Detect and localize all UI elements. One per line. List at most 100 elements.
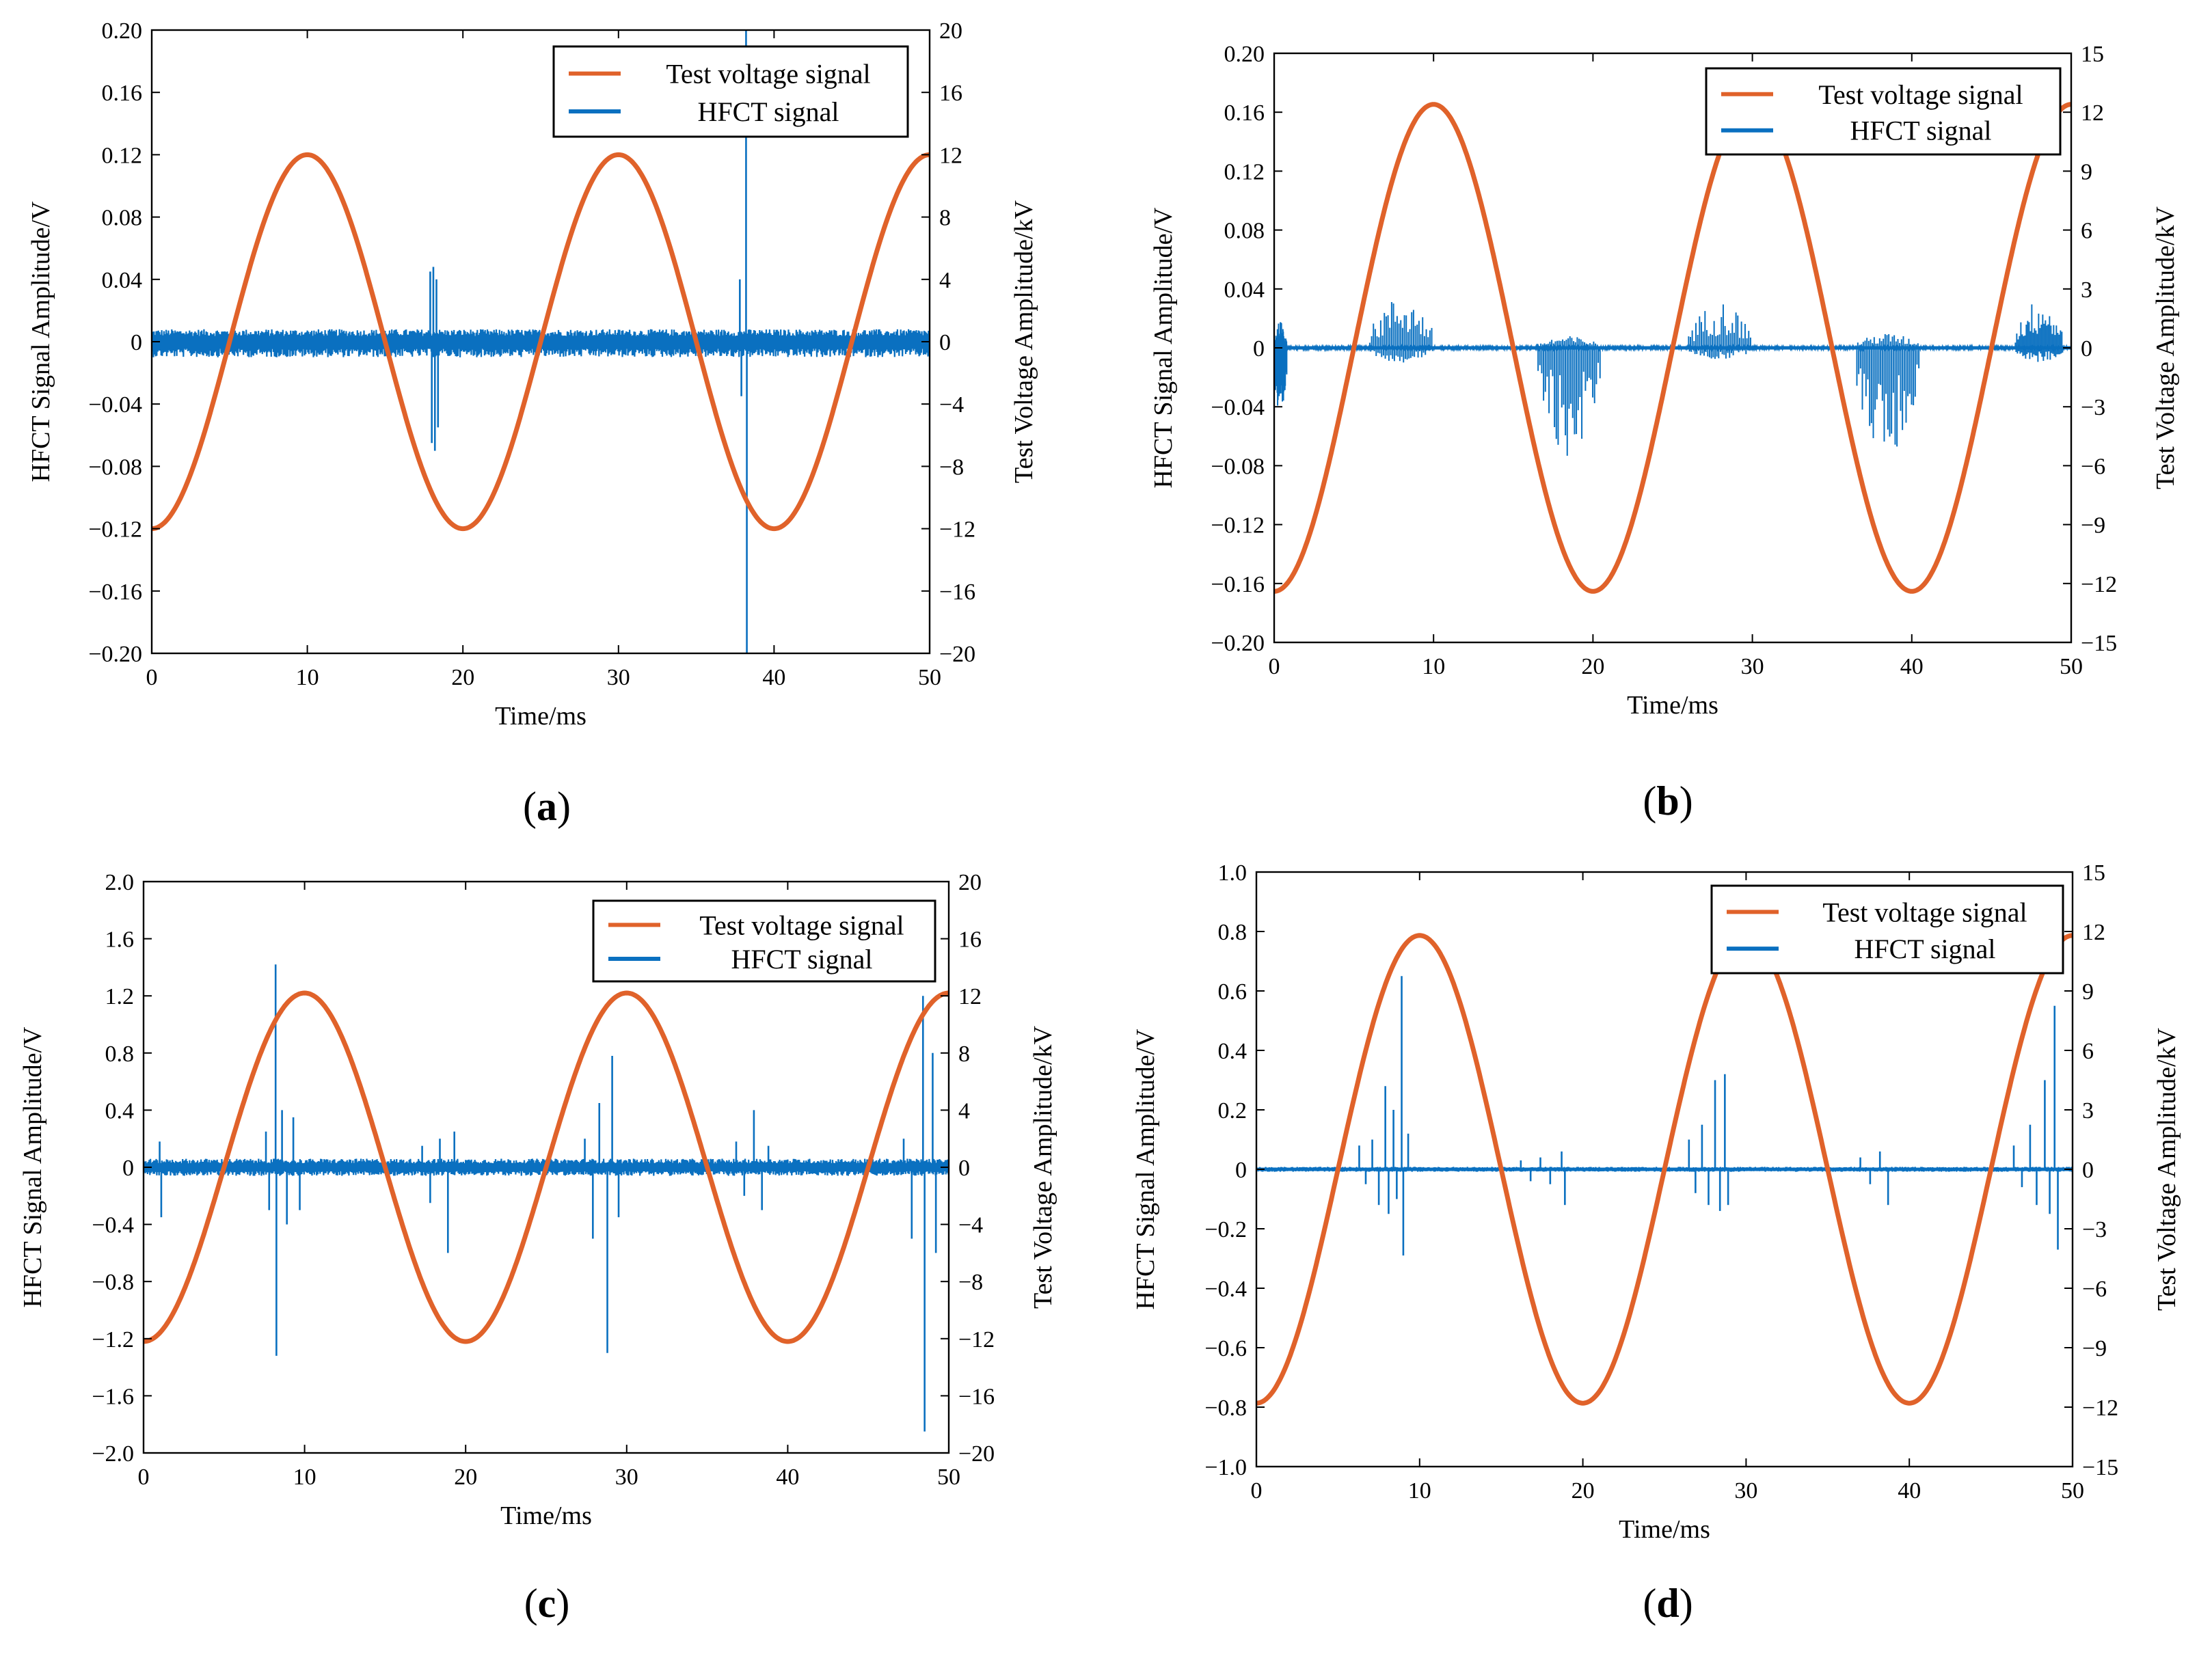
hfct-cluster-b-3 [1688, 304, 1753, 359]
y-right-tick-label-d-2: −9 [2082, 1336, 2107, 1361]
y-left-tick-label-d-6: 0.2 [1218, 1098, 1247, 1124]
legend-a: Test voltage signal HFCT signal [552, 45, 909, 138]
y-left-tick-label-a-0: −0.20 [88, 642, 142, 667]
x-tick-label-b-5: 50 [2060, 654, 2083, 679]
hfct-series-c [144, 964, 949, 1432]
y-right-tick-label-b-6: 3 [2081, 277, 2092, 303]
y-right-tick-label-d-6: 3 [2082, 1098, 2094, 1124]
x-tick-label-c-0: 0 [138, 1465, 150, 1490]
y-right-tick-label-c-2: −12 [958, 1327, 995, 1352]
voltage-series-b [1274, 102, 2071, 594]
x-tick-label-a-0: 0 [146, 665, 158, 690]
y-left-tick-label-d-5: 0 [1235, 1158, 1247, 1183]
y-left-tick-label-a-4: −0.04 [88, 392, 142, 418]
y-left-tick-label-b-5: 0 [1253, 336, 1265, 362]
y-right-tick-label-d-8: 9 [2082, 979, 2094, 1005]
y-left-tick-label-c-7: 0.8 [105, 1042, 135, 1067]
x-tick-label-c-2: 20 [454, 1465, 477, 1490]
voltage-series-c [144, 990, 949, 1344]
y-right-tick-label-b-1: −12 [2081, 572, 2117, 597]
x-tick-label-b-0: 0 [1269, 654, 1280, 679]
y-right-tick-label-d-7: 6 [2082, 1039, 2094, 1064]
y-left-tick-label-b-6: 0.04 [1224, 277, 1265, 303]
x-tick-label-c-4: 40 [776, 1465, 799, 1490]
hfct-cluster-b-1 [1368, 301, 1433, 363]
legend-d: Test voltage signal HFCT signal [1710, 884, 2064, 975]
y-left-tick-label-a-10: 0.20 [102, 18, 143, 44]
y-left-tick-label-a-1: −0.16 [88, 580, 142, 605]
y-right-tick-label-d-1: −12 [2082, 1396, 2118, 1421]
y-right-tick-label-a-7: 8 [939, 206, 951, 231]
x-axis-label-b: Time/ms [1627, 691, 1718, 720]
y-left-tick-label-a-3: −0.08 [88, 454, 142, 480]
y-right-tick-label-a-5: 0 [939, 330, 951, 355]
y-right-tick-label-d-9: 12 [2082, 920, 2105, 945]
y-right-tick-label-a-8: 12 [939, 143, 962, 168]
legend-box-d [1710, 884, 2064, 975]
y-left-tick-label-a-5: 0 [131, 330, 142, 355]
y-right-tick-label-d-3: −6 [2082, 1277, 2107, 1302]
x-axis-label-a: Time/ms [495, 702, 586, 731]
legend-label-d-1: HFCT signal [1854, 934, 1995, 964]
y-right-tick-label-a-0: −20 [939, 642, 975, 667]
y-right-tick-label-c-5: 0 [958, 1156, 970, 1181]
y-left-tick-label-c-9: 1.6 [105, 927, 135, 953]
x-axis-label-c: Time/ms [500, 1501, 592, 1530]
legend-box-c [592, 899, 936, 983]
y-right-tick-label-b-0: −15 [2081, 631, 2117, 656]
x-tick-label-a-2: 20 [451, 665, 474, 690]
y-right-tick-label-d-0: −15 [2082, 1455, 2118, 1480]
legend-label-b-1: HFCT signal [1850, 115, 1991, 146]
voltage-line-d [1256, 933, 2073, 1406]
x-tick-label-c-3: 30 [615, 1465, 638, 1490]
y-right-tick-label-a-2: −12 [939, 517, 975, 543]
chart-panel-d: 0 10 20 30 40 50−1.0−0.8−0.6−0.4−0.200.20.40.… [1131, 860, 2181, 1626]
y-left-tick-label-d-7: 0.4 [1218, 1039, 1247, 1064]
x-tick-label-b-4: 40 [1900, 654, 1924, 679]
panel-label-a: (a) [523, 784, 571, 829]
x-tick-label-c-5: 50 [937, 1465, 960, 1490]
y-right-tick-label-b-10: 15 [2081, 42, 2104, 67]
y-right-tick-label-c-8: 12 [958, 984, 982, 1009]
y-right-tick-label-c-7: 8 [958, 1042, 970, 1067]
y-right-tick-label-b-2: −9 [2081, 513, 2105, 539]
y-right-tick-label-c-4: −4 [958, 1213, 983, 1238]
legend-b: Test voltage signal HFCT signal [1705, 67, 2062, 156]
y-left-tick-label-d-2: −0.6 [1204, 1336, 1247, 1361]
y-right-tick-label-d-5: 0 [2082, 1158, 2094, 1183]
y-left-tick-label-d-9: 0.8 [1218, 920, 1247, 945]
y-left-tick-label-b-9: 0.16 [1224, 100, 1265, 126]
y-right-axis-label-a: Test Voltage Amplitude/kV [1010, 200, 1038, 482]
legend-label-a-1: HFCT signal [697, 96, 839, 127]
y-left-tick-label-b-4: −0.04 [1211, 395, 1265, 420]
y-left-tick-label-a-8: 0.12 [102, 143, 143, 168]
y-right-tick-label-b-3: −6 [2081, 454, 2105, 479]
voltage-line-b [1274, 102, 2071, 594]
y-left-axis-label-d: HFCT Signal Amplitude/V [1131, 1029, 1160, 1310]
y-left-axis-label-a: HFCT Signal Amplitude/V [27, 201, 55, 482]
y-right-tick-label-c-0: −20 [958, 1441, 995, 1467]
hfct-cluster-b-4 [1855, 334, 1920, 447]
y-right-tick-label-a-3: −8 [939, 454, 964, 480]
x-tick-label-b-2: 20 [1581, 654, 1604, 679]
voltage-line-a [152, 152, 930, 532]
y-left-tick-label-b-8: 0.12 [1224, 159, 1265, 185]
hfct-series-b [1274, 301, 2071, 456]
x-tick-label-d-5: 50 [2061, 1478, 2084, 1503]
x-tick-label-b-1: 10 [1422, 654, 1445, 679]
y-right-tick-label-b-5: 0 [2081, 336, 2092, 362]
legend-c: Test voltage signal HFCT signal [592, 899, 936, 983]
y-right-tick-label-a-4: −4 [939, 392, 964, 418]
chart-panel-a: 0 10 20 30 40 50−0.20−0.16−0.12−0.08−0.0400.0… [27, 18, 1038, 829]
y-right-tick-label-c-3: −8 [958, 1270, 983, 1295]
y-right-axis-label-c: Test Voltage Amplitude/kV [1029, 1025, 1057, 1308]
y-right-tick-label-a-1: −16 [939, 580, 975, 605]
y-left-tick-label-c-1: −1.6 [92, 1384, 134, 1409]
y-right-tick-label-c-9: 16 [958, 927, 982, 953]
y-left-tick-label-d-8: 0.6 [1218, 979, 1247, 1005]
y-left-tick-label-b-0: −0.20 [1211, 631, 1265, 656]
x-tick-label-c-1: 10 [293, 1465, 316, 1490]
y-left-tick-label-d-4: −0.2 [1204, 1217, 1247, 1242]
hfct-cluster-b-0 [1274, 322, 1288, 406]
